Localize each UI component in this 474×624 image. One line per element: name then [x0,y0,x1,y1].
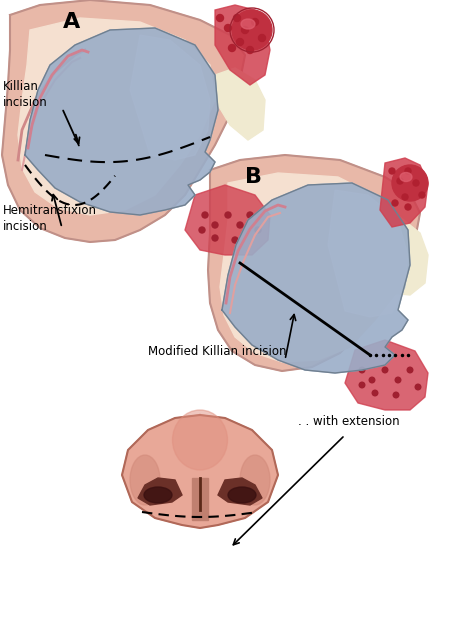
Polygon shape [328,190,408,317]
Polygon shape [25,28,218,215]
Polygon shape [380,158,428,227]
Circle shape [252,19,258,26]
Ellipse shape [144,487,172,503]
Circle shape [228,44,236,52]
Circle shape [241,26,248,34]
Circle shape [255,227,261,233]
Polygon shape [192,478,208,520]
Ellipse shape [228,487,256,503]
Polygon shape [222,183,410,373]
Polygon shape [208,155,420,371]
Circle shape [395,377,401,383]
Circle shape [419,192,425,198]
Ellipse shape [130,455,160,505]
Circle shape [217,14,224,21]
Text: Modified Killian incision: Modified Killian incision [148,345,286,358]
Ellipse shape [173,410,228,470]
Circle shape [202,212,208,218]
Circle shape [393,392,399,398]
Circle shape [369,377,375,383]
Circle shape [359,382,365,388]
Polygon shape [218,478,262,505]
Circle shape [237,222,243,228]
Ellipse shape [241,19,255,29]
Text: B: B [245,167,262,187]
Text: A: A [64,12,81,32]
Circle shape [225,212,231,218]
Circle shape [237,39,244,46]
Circle shape [234,14,240,21]
Polygon shape [220,173,410,362]
Circle shape [246,47,254,54]
Circle shape [415,384,421,390]
Ellipse shape [240,455,270,505]
Polygon shape [138,478,182,505]
Circle shape [212,222,218,228]
Polygon shape [372,217,428,295]
Circle shape [258,34,265,42]
Text: Hemitransfixion
incision: Hemitransfixion incision [3,203,97,233]
Circle shape [392,200,398,206]
Polygon shape [122,415,278,528]
Circle shape [407,367,413,373]
Circle shape [232,10,272,50]
Circle shape [402,194,408,200]
Text: Killian
incision: Killian incision [3,80,48,109]
Polygon shape [2,0,245,242]
Circle shape [212,235,218,241]
Circle shape [405,204,411,210]
Ellipse shape [400,172,412,182]
Circle shape [389,168,395,174]
Circle shape [359,367,365,373]
Circle shape [397,178,403,184]
Polygon shape [130,35,210,160]
Text: . . with extension: . . with extension [298,415,400,428]
Circle shape [225,24,231,31]
Polygon shape [215,5,270,85]
Circle shape [382,367,388,373]
Circle shape [405,168,411,174]
Polygon shape [18,18,215,215]
Circle shape [247,212,253,218]
Polygon shape [185,185,270,255]
Circle shape [232,237,238,243]
Circle shape [372,390,378,396]
Circle shape [392,165,428,201]
Circle shape [413,180,419,186]
Polygon shape [215,68,265,140]
Circle shape [199,227,205,233]
Polygon shape [345,340,428,410]
